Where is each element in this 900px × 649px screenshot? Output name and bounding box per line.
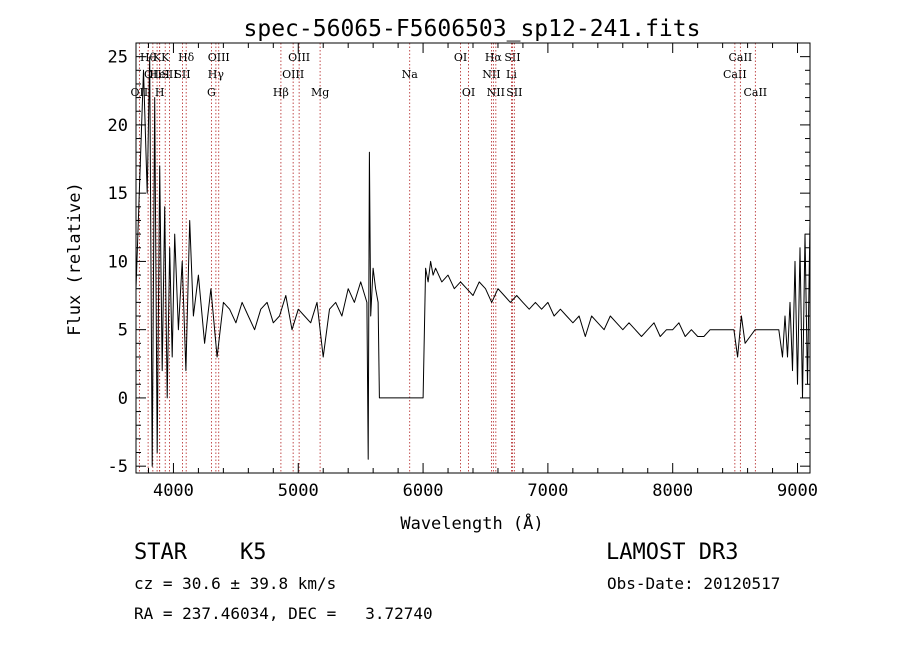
- line-marker-label: OII: [131, 86, 149, 99]
- y-tick-label: 15: [108, 184, 128, 204]
- line-marker-label: CaII: [743, 86, 767, 99]
- y-tick-label: 25: [108, 48, 128, 68]
- survey-name: LAMOST DR3: [606, 540, 739, 565]
- y-tick-label: 0: [118, 389, 128, 409]
- y-tick-label: -5: [108, 457, 128, 477]
- y-tick-label: 10: [108, 252, 128, 272]
- line-marker-label: K: [161, 51, 170, 64]
- line-marker-label: SII: [506, 86, 522, 99]
- line-marker-label: SII: [174, 68, 190, 81]
- coordinates: RA = 237.46034, DEC = 3.72740: [134, 604, 433, 623]
- axis-ticks: 4000 5000 6000 7000 8000 9000 -5 0 5 10 15 20 25: [108, 43, 818, 501]
- line-marker-label: OI: [462, 86, 475, 99]
- line-marker-label: SII: [161, 68, 177, 81]
- y-tick-label: 20: [108, 116, 128, 136]
- line-marker-label: NII: [487, 86, 505, 99]
- obs-date: Obs-Date: 20120517: [607, 574, 781, 593]
- line-marker-label: Hα: [485, 51, 503, 64]
- x-tick-label: 6000: [403, 481, 444, 501]
- line-marker-label: CaII: [723, 68, 747, 81]
- line-marker-label: Na: [402, 68, 419, 81]
- x-tick-label: 8000: [652, 481, 693, 501]
- spectrum-line: [135, 56, 811, 467]
- x-tick-label: 5000: [278, 481, 319, 501]
- spectrum-series: [135, 56, 811, 467]
- object-subclass: K5: [240, 540, 267, 565]
- line-marker-label: Hγ: [208, 68, 225, 81]
- line-marker-label: OIII: [282, 68, 304, 81]
- x-tick-label: 9000: [777, 481, 818, 501]
- x-tick-label: 4000: [153, 481, 194, 501]
- line-marker-label: CaII: [729, 51, 753, 64]
- line-marker-label: OIII: [208, 51, 230, 64]
- line-marker-label: K: [153, 51, 162, 64]
- line-marker-label: H: [155, 86, 165, 99]
- line-marker-label: Mg: [311, 86, 329, 99]
- y-axis-label: Flux (relative): [65, 182, 85, 336]
- line-marker-label: NII: [482, 68, 500, 81]
- line-marker-label: OIII: [288, 51, 310, 64]
- line-marker-label: Hβ: [273, 86, 289, 99]
- chart-title: spec-56065-F5606503_sp12-241.fits: [244, 16, 701, 42]
- line-markers: HθOIIOIIKHeIHKSIIHδSIIGHγOIIIHβOIIIOIIIM…: [131, 43, 767, 473]
- object-class: STAR: [134, 540, 187, 565]
- x-tick-label: 7000: [527, 481, 568, 501]
- line-marker-label: Hθ: [140, 51, 157, 64]
- x-axis-label: Wavelength (Å): [400, 512, 543, 534]
- redshift-cz: cz = 30.6 ± 39.8 km/s: [134, 574, 337, 593]
- line-marker-label: OI: [454, 51, 467, 64]
- line-marker-label: G: [207, 86, 216, 99]
- line-marker-label: Hδ: [178, 51, 195, 64]
- plot-frame: [135, 42, 811, 474]
- y-tick-label: 5: [118, 321, 128, 341]
- line-marker-label: SII: [504, 51, 520, 64]
- line-marker-label: Li: [506, 68, 517, 81]
